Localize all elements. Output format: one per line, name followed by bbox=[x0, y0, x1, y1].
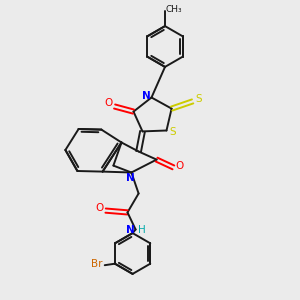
Text: N: N bbox=[126, 172, 135, 183]
Text: O: O bbox=[95, 202, 104, 213]
Text: S: S bbox=[195, 94, 202, 104]
Text: S: S bbox=[170, 127, 176, 137]
Text: H: H bbox=[138, 225, 146, 235]
Text: N: N bbox=[142, 91, 151, 101]
Text: CH₃: CH₃ bbox=[166, 5, 182, 14]
Text: O: O bbox=[175, 161, 184, 171]
Text: N: N bbox=[126, 225, 135, 235]
Text: Br: Br bbox=[91, 259, 102, 269]
Text: O: O bbox=[104, 98, 113, 109]
